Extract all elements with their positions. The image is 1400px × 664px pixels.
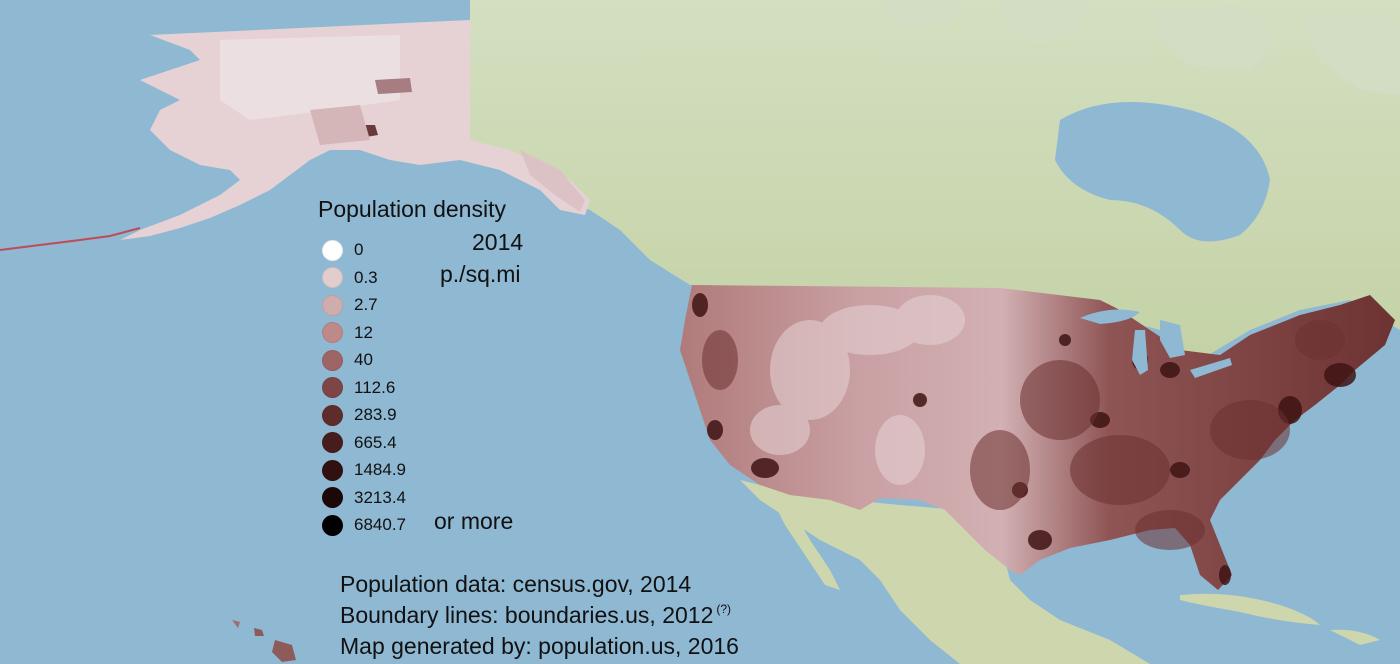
legend-year: 2014 — [472, 229, 524, 255]
lake-erie — [1190, 358, 1232, 378]
legend-item: 0 — [322, 239, 363, 261]
legend-swatch — [322, 239, 343, 261]
legend-swatch — [322, 349, 343, 371]
legend-label: 0 — [354, 240, 364, 259]
arctic-island — [880, 0, 960, 30]
alaska-fairbanks — [375, 78, 412, 94]
legend-swatch — [322, 294, 343, 316]
legend-item: 2.7 — [322, 294, 378, 316]
alaska-aleutians — [0, 227, 141, 251]
legend-swatch — [322, 322, 343, 343]
arctic-island — [1300, 15, 1400, 95]
legend-swatch — [322, 267, 343, 288]
legend-title: Population density — [318, 196, 506, 222]
legend-label: 0.3 — [354, 267, 378, 287]
hawaii-island — [254, 628, 264, 636]
legend-label: 3213.4 — [354, 487, 406, 507]
population-credit-text: Population data: census.gov, 2014 — [340, 571, 692, 597]
legend-item: 6840.7 — [322, 514, 406, 536]
hawaii-island — [272, 640, 296, 662]
legend-item: 1484.9 — [322, 459, 406, 481]
legend-label: 12 — [354, 322, 373, 342]
hudson-bay — [1055, 102, 1270, 242]
legend-item: 112.6 — [322, 377, 395, 399]
legend-label: 1484.9 — [354, 460, 406, 479]
lake-superior — [1080, 309, 1140, 324]
mid-density-clusters — [702, 320, 1345, 550]
generated-credit: Map generated by: population.us, 2016 — [340, 635, 739, 658]
boundaries-note-link[interactable]: (?) — [716, 602, 732, 616]
mexico-land — [740, 480, 1150, 664]
contiguous-us — [680, 285, 1395, 590]
legend-swatch — [322, 432, 343, 453]
alaska-interior — [220, 35, 400, 120]
legend-label: 2.7 — [354, 295, 378, 314]
hawaii-island — [232, 620, 240, 628]
legend-label: 40 — [354, 350, 373, 369]
alaska-panhandle — [520, 150, 585, 212]
legend-unit: p./sq.mi — [440, 261, 521, 287]
legend-item: 12 — [322, 322, 373, 344]
arctic-island — [1000, 0, 1090, 45]
baja-california — [770, 495, 840, 590]
low-density-areas — [750, 295, 965, 485]
lake-michigan — [1132, 330, 1148, 375]
legend-item: 3213.4 — [322, 487, 406, 509]
boundaries-credit: Boundary lines: boundaries.us, 2012 (?) — [340, 602, 732, 628]
legend-item: 283.9 — [322, 404, 397, 426]
boundaries-credit-text: Boundary lines: boundaries.us, 2012 — [340, 602, 714, 628]
north-america-land — [470, 0, 1400, 360]
arctic-island — [1150, 5, 1280, 70]
legend-label: 665.4 — [354, 432, 397, 452]
alaska-region — [310, 105, 370, 145]
legend-swatch — [322, 487, 343, 508]
population-credit: Population data: census.gov, 2014 — [340, 573, 691, 596]
legend-swatch — [322, 404, 343, 426]
legend-swatch — [322, 459, 343, 481]
legend-label: 6840.7 — [354, 515, 406, 534]
legend-swatch — [322, 514, 343, 536]
legend-swatch — [322, 377, 343, 398]
cuba — [1180, 593, 1320, 625]
legend-item: 0.3 — [322, 267, 378, 289]
generated-credit-text: Map generated by: population.us, 2016 — [340, 633, 739, 659]
legend-label: 112.6 — [354, 377, 396, 397]
legend-item: 40 — [322, 349, 373, 371]
caribbean-island — [1330, 629, 1380, 645]
legend-item: 665.4 — [322, 432, 397, 454]
lake-huron — [1160, 320, 1185, 358]
legend-label: 283.9 — [354, 405, 397, 424]
legend-suffix: or more — [434, 508, 514, 534]
